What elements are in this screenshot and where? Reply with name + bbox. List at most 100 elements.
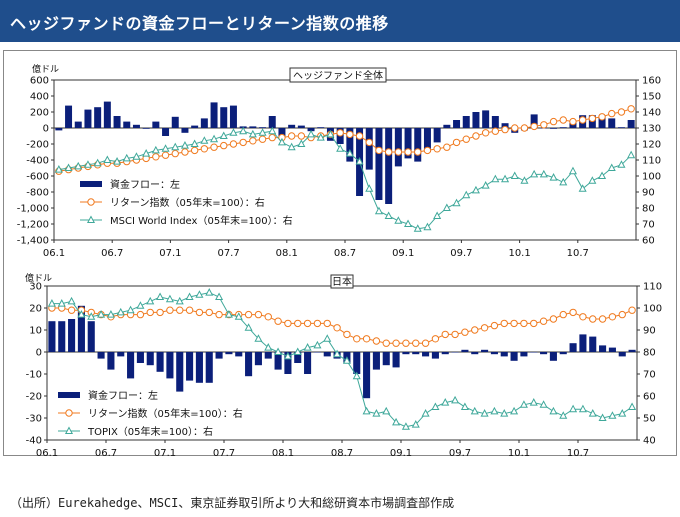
left-tick-label: 400	[30, 92, 49, 103]
return-index-point	[274, 317, 282, 325]
flow-bar	[288, 124, 296, 128]
flow-bar	[274, 352, 282, 370]
right-tick-label: 90	[642, 188, 655, 199]
benchmark-point	[47, 299, 56, 307]
flow-bar	[482, 110, 490, 128]
return-index-point	[239, 138, 247, 147]
flow-bar	[353, 352, 361, 374]
right-tick-label: 160	[642, 76, 661, 87]
chart-title-box	[289, 67, 387, 83]
return-index-point	[472, 132, 480, 140]
return-index-point	[392, 339, 400, 347]
flow-bar	[307, 128, 315, 132]
return-index-point	[303, 319, 312, 328]
return-index-point	[181, 148, 189, 156]
flow-bar	[491, 116, 499, 128]
flow-bar	[259, 127, 267, 128]
benchmark-point	[161, 144, 170, 152]
flow-bar	[103, 101, 111, 128]
benchmark-point	[529, 398, 538, 406]
benchmark-point	[205, 288, 214, 296]
x-tick-label: 06.1	[43, 248, 65, 259]
flow-bar	[530, 352, 538, 353]
benchmark-point	[215, 292, 224, 300]
return-index-point	[480, 324, 489, 332]
flow-bar	[550, 128, 558, 129]
return-index-point	[588, 114, 597, 123]
flow-bar	[472, 112, 480, 128]
return-index-point	[254, 310, 263, 319]
x-tick-label: 07.1	[154, 448, 176, 459]
left-tick-label: 0	[43, 124, 49, 135]
flow-bar	[127, 352, 135, 379]
flow-bar	[394, 128, 402, 167]
flow-bar	[530, 114, 538, 128]
benchmark-point	[618, 409, 627, 417]
flow-bar	[215, 352, 223, 359]
benchmark-point	[568, 166, 577, 175]
benchmark-point	[156, 292, 165, 300]
return-index-point	[608, 109, 616, 118]
flow-bar	[431, 352, 439, 359]
benchmark-point	[423, 222, 432, 231]
chart-title: ヘッジファンド全体	[293, 69, 383, 82]
return-index-point	[200, 145, 209, 153]
right-tick-label: 40	[643, 436, 656, 447]
return-index-point	[530, 319, 538, 328]
return-index-point	[421, 339, 430, 347]
legend-label-benchmark: MSCI World Index（05年末=100）：右	[110, 214, 293, 227]
return-index-point	[375, 146, 383, 155]
x-tick-label: 10.1	[508, 448, 530, 459]
return-index-point	[355, 132, 364, 140]
legend-label-return: リターン指数（05年末=100）：右	[88, 407, 243, 420]
return-index-point	[423, 146, 432, 155]
legend-swatch-bar	[80, 181, 102, 187]
flow-bar	[136, 352, 144, 363]
benchmark-point	[588, 176, 597, 184]
return-index-point	[372, 337, 381, 345]
flow-bar	[68, 319, 76, 352]
flow-bar	[441, 352, 449, 355]
benchmark-point	[627, 150, 636, 159]
benchmark-point	[559, 177, 568, 186]
benchmark-point	[384, 211, 393, 219]
flow-bar	[249, 126, 257, 128]
source-note: （出所）Eurekahedge、MSCI、東京証券取引所より大和総研資本市場調査…	[10, 496, 455, 510]
return-index-point	[511, 124, 519, 132]
return-index-point	[481, 129, 490, 137]
return-index-point	[539, 317, 548, 325]
benchmark-point	[490, 406, 499, 415]
benchmark-point	[142, 149, 151, 157]
left-tick-label: -1,000	[17, 204, 49, 215]
flow-bar	[559, 352, 567, 355]
return-index-point	[441, 330, 449, 339]
benchmark-point	[116, 307, 125, 316]
benchmark-point	[598, 171, 607, 179]
flow-bar	[382, 352, 390, 366]
flow-bar	[205, 352, 213, 383]
x-tick-label: 09.7	[449, 448, 471, 459]
flow-bar	[297, 125, 305, 128]
flow-bar	[608, 347, 616, 352]
flow-bar	[123, 121, 131, 128]
benchmark-point	[342, 356, 351, 364]
return-index-point	[287, 132, 296, 140]
x-tick-label: 10.7	[567, 248, 589, 259]
return-index-point	[559, 116, 567, 124]
return-index-point	[220, 141, 228, 150]
benchmark-point	[268, 126, 277, 135]
benchmark-point	[433, 211, 442, 219]
return-index-point	[205, 308, 213, 317]
benchmark-point	[277, 137, 286, 146]
benchmark-point	[190, 139, 199, 147]
return-index-point	[549, 117, 558, 126]
benchmark-point	[258, 128, 267, 136]
return-index-point	[500, 319, 508, 328]
benchmark-point	[146, 296, 155, 305]
flow-bar	[162, 128, 170, 136]
flow-bar	[171, 116, 179, 128]
return-index-point	[452, 138, 461, 147]
flow-bar	[490, 352, 498, 355]
flow-bar	[559, 127, 567, 128]
